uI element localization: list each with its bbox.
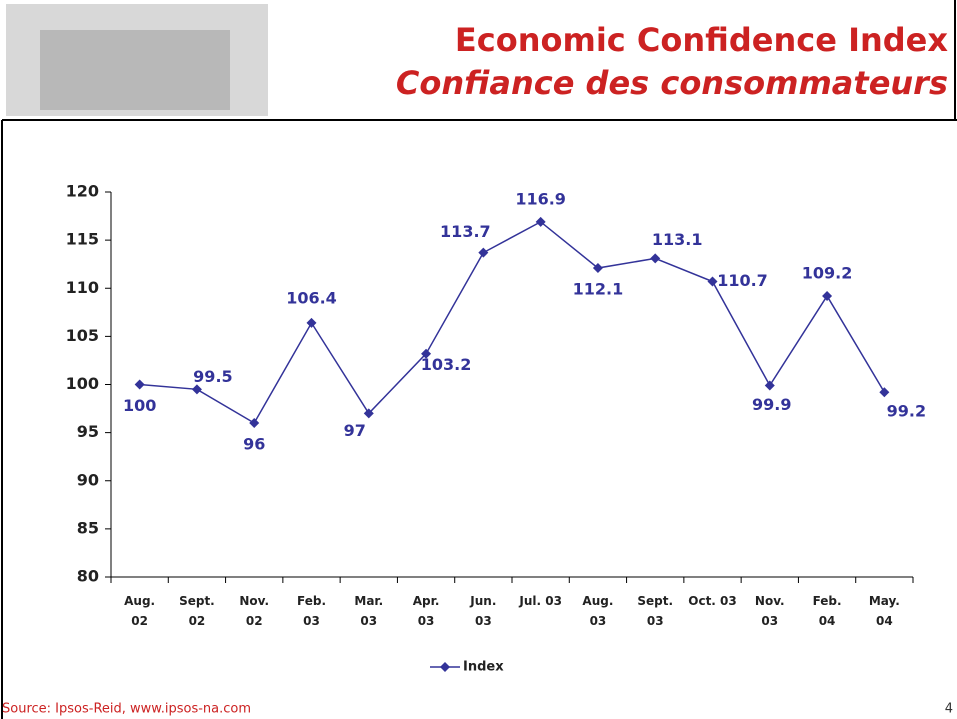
data-label: 113.7: [440, 222, 491, 241]
title: Economic Confidence Index: [455, 21, 948, 59]
point: [478, 247, 489, 258]
y-tick-label: 110: [66, 278, 99, 297]
y-tick-label: 80: [77, 567, 99, 586]
x-tick-label: May. 04: [868, 594, 900, 628]
point: [535, 216, 546, 227]
data-label: 100: [123, 396, 156, 415]
y-tick-label: 95: [77, 422, 99, 441]
y-tick-label: 90: [77, 470, 99, 489]
x-tick-label: Jul. 03: [519, 594, 562, 608]
data-label: 110.7: [717, 271, 768, 290]
data-label: 112.1: [573, 280, 624, 299]
point: [822, 290, 833, 301]
x-tick-label: Oct. 03: [688, 594, 737, 608]
x-tick-label: Nov. 03: [754, 594, 785, 628]
page-number: 4: [945, 702, 953, 717]
x-tick-label: Sept. 03: [637, 594, 674, 628]
data-label: 109.2: [802, 263, 853, 282]
x-tick-label: Apr. 03: [412, 594, 440, 628]
point: [191, 384, 202, 395]
y-tick-label: 85: [77, 518, 99, 537]
x-tick-label: Feb. 03: [297, 594, 326, 628]
point: [306, 317, 317, 328]
legend-marker: [440, 662, 450, 672]
point: [363, 408, 374, 419]
data-label: 97: [344, 421, 366, 440]
x-tick-label: Nov. 02: [239, 594, 270, 628]
point: [592, 263, 603, 274]
y-tick-label: 105: [66, 326, 99, 345]
point: [134, 379, 145, 390]
subtitle: Confiance des consommateurs: [396, 64, 948, 102]
data-label: 99.2: [887, 402, 926, 421]
x-tick-label: Aug. 03: [582, 594, 614, 628]
x-tick-label: Aug. 02: [124, 594, 156, 628]
y-tick-label: 115: [66, 230, 99, 249]
data-label: 96: [243, 435, 265, 454]
data-label: 113.1: [652, 230, 703, 249]
building: [40, 30, 230, 110]
point: [879, 387, 890, 398]
data-label: 116.9: [515, 189, 566, 208]
point: [764, 380, 775, 391]
x-tick-label: Mar. 03: [354, 594, 384, 628]
x-tick-label: Sept. 02: [179, 594, 215, 628]
y-tick-label: 100: [66, 374, 99, 393]
x-tick-label: Feb. 04: [812, 594, 842, 628]
source: Source: Ipsos-Reid, www.ipsos-na.com: [2, 702, 251, 717]
line: [139, 220, 886, 425]
point: [707, 276, 718, 287]
legend-label: Index: [463, 660, 504, 675]
x-tick-label: Jun. 03: [470, 594, 497, 628]
data-label: 106.4: [286, 288, 337, 307]
point: [421, 348, 432, 359]
data-label: 103.2: [421, 355, 472, 374]
data-label: 99.9: [752, 395, 791, 414]
data-label: 99.5: [193, 367, 232, 386]
y-tick-label: 120: [66, 182, 99, 201]
point: [650, 253, 661, 264]
point: [249, 418, 260, 428]
